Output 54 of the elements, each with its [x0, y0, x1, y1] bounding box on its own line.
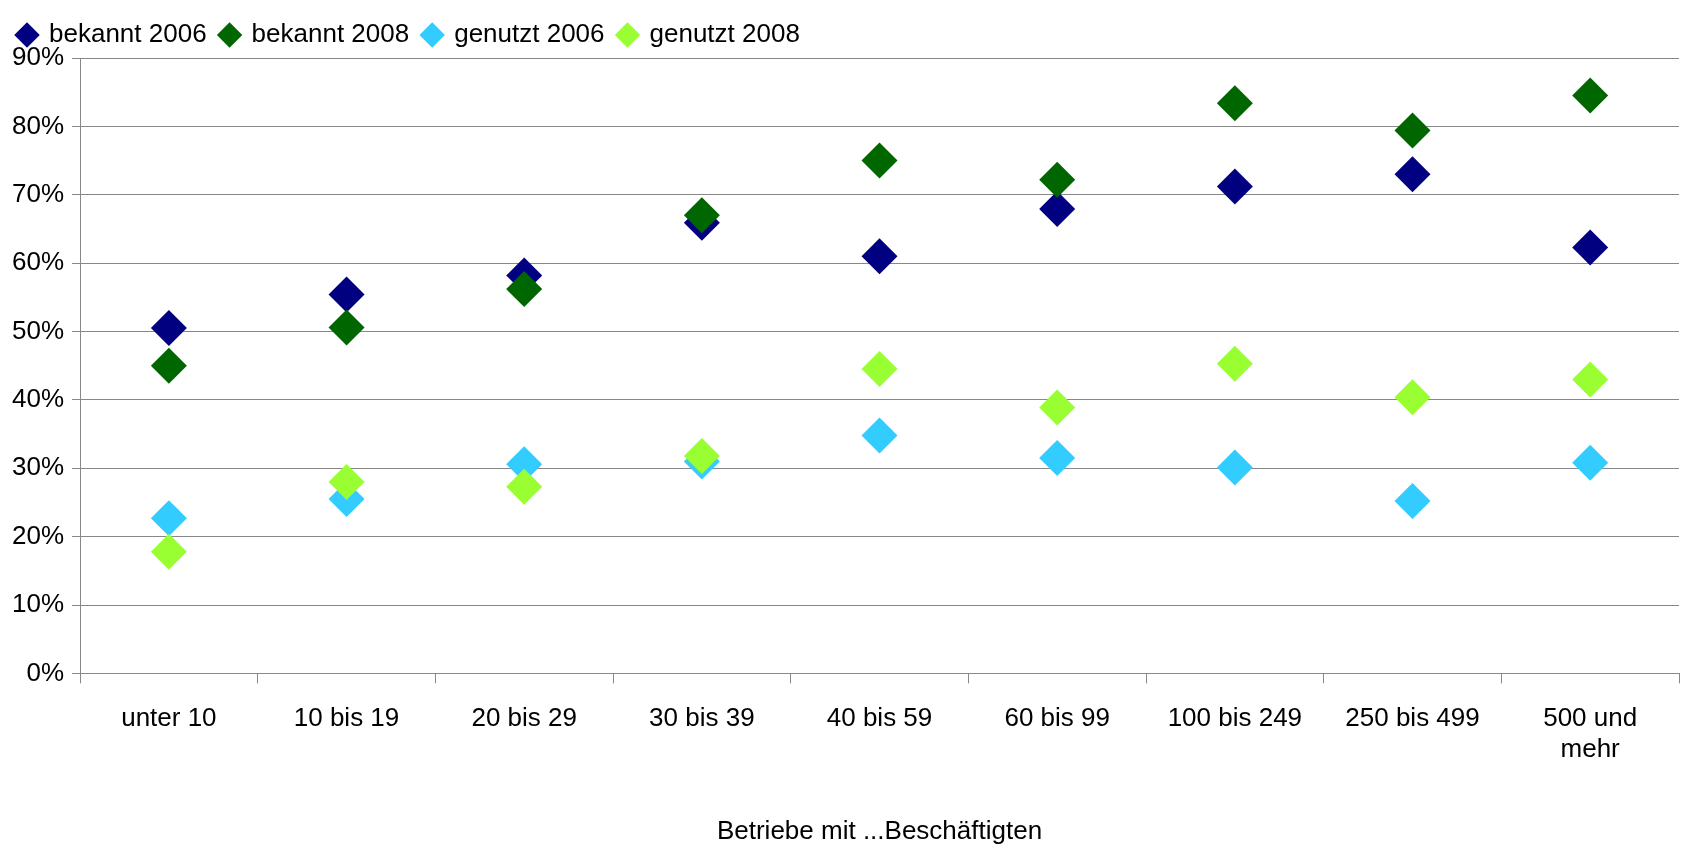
point: [1394, 112, 1431, 149]
point: [506, 468, 543, 505]
point: [1216, 449, 1253, 486]
y-tick-label: 0%: [26, 656, 65, 687]
y-tick-label: 30%: [11, 451, 65, 482]
point: [1216, 85, 1253, 122]
point: [1039, 389, 1076, 426]
point: [150, 347, 187, 384]
point: [150, 533, 187, 570]
y-tick-label: 80%: [11, 109, 65, 140]
point: [150, 500, 187, 537]
x-tick-label: 30 bis 39: [649, 702, 755, 733]
x-tick-label: 250 bis 499: [1345, 702, 1480, 733]
y-tick-label: 10%: [11, 588, 65, 619]
y-tick-label: 20%: [11, 519, 65, 550]
x-tick-label: 100 bis 249: [1167, 702, 1303, 733]
x-tick-label: 500 und mehr: [1543, 702, 1638, 764]
legend-label: bekannt 2008: [251, 18, 410, 49]
legend-label: genutzt 2008: [649, 18, 800, 49]
point: [683, 437, 720, 474]
x-tick-label: unter 10: [121, 702, 217, 733]
point: [1572, 444, 1609, 481]
point: [1394, 379, 1431, 416]
point: [150, 310, 187, 347]
y-tick-label: 60%: [11, 246, 65, 277]
point: [328, 463, 365, 500]
point: [1394, 156, 1431, 193]
x-axis-title: Betriebe mit ...Beschäftigten: [716, 814, 1043, 845]
x-tick-label: 20 bis 29: [471, 702, 577, 733]
point: [1216, 345, 1253, 382]
point: [683, 197, 720, 234]
point: [1572, 229, 1609, 266]
point: [1572, 361, 1609, 398]
point: [861, 142, 898, 179]
point: [1039, 191, 1076, 228]
point: [861, 238, 898, 275]
point: [1039, 440, 1076, 477]
point: [506, 271, 543, 308]
y-tick-label: 40%: [11, 383, 65, 414]
point: [1039, 161, 1076, 198]
x-tick-label: 10 bis 19: [293, 702, 400, 733]
point: [861, 417, 898, 454]
x-tick-label: 60 bis 99: [1004, 702, 1110, 733]
point: [861, 351, 898, 388]
point: [1394, 483, 1431, 520]
point: [328, 309, 365, 346]
y-tick-label: 90%: [11, 41, 65, 72]
legend-label: genutzt 2006: [454, 18, 605, 49]
point: [328, 276, 365, 313]
point: [1572, 77, 1609, 114]
y-tick-label: 70%: [11, 177, 65, 208]
x-tick-label: 40 bis 59: [826, 702, 933, 733]
y-tick-label: 50%: [11, 314, 65, 345]
point: [1216, 168, 1253, 205]
